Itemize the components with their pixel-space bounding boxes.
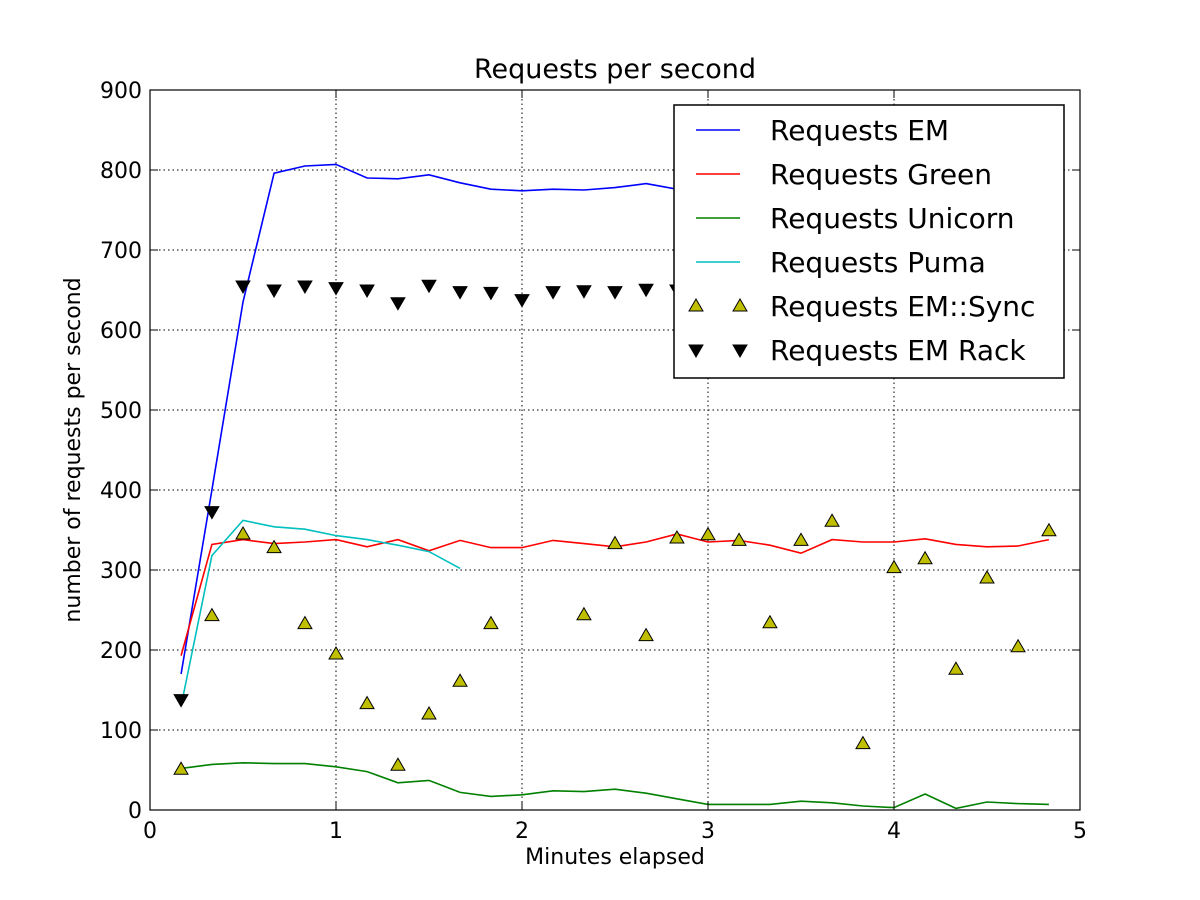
data-point-requests-em-rack	[483, 286, 499, 301]
y-tick-label: 400	[100, 479, 142, 504]
legend-label: Requests EM Rack	[770, 334, 1026, 367]
legend-label: Requests EM::Sync	[770, 290, 1035, 323]
data-point-requests-em-rack	[359, 284, 375, 298]
y-tick-label: 900	[100, 79, 142, 104]
series-layer	[173, 163, 1057, 810]
data-point-requests-em-sync	[762, 614, 778, 629]
data-point-requests-em-sync	[421, 706, 437, 720]
data-point-requests-em-sync	[669, 530, 685, 544]
data-point-requests-em-sync	[1010, 638, 1026, 653]
data-point-requests-em-rack	[235, 280, 251, 294]
data-point-requests-em-sync	[204, 607, 220, 622]
series-requests-unicorn	[180, 761, 1049, 810]
y-tick-label: 300	[100, 559, 142, 584]
legend-item-requests-green: Requests Green	[696, 158, 992, 191]
data-point-requests-em-sync	[607, 535, 623, 550]
x-tick-label: 3	[701, 819, 715, 844]
data-point-requests-em-sync	[452, 673, 468, 687]
data-point-requests-em-sync	[793, 532, 809, 546]
data-point-requests-em-rack	[173, 694, 189, 708]
legend-item-requests-puma: Requests Puma	[696, 246, 986, 279]
y-tick-label: 0	[128, 799, 142, 824]
data-point-requests-em-rack	[328, 282, 344, 296]
data-point-requests-em-sync	[979, 570, 995, 584]
legend-item-requests-em: Requests EM	[696, 114, 949, 147]
chart-title: Requests per second	[474, 54, 756, 85]
series-requests-puma	[180, 519, 461, 707]
data-point-requests-em-sync	[328, 646, 344, 660]
data-point-requests-em-sync	[638, 627, 654, 642]
data-point-requests-em-sync	[235, 526, 251, 540]
data-point-requests-em-rack	[266, 284, 282, 298]
legend-marker-swatch	[732, 344, 748, 358]
x-tick-label: 2	[515, 819, 529, 844]
data-point-requests-em-sync	[173, 761, 189, 775]
x-tick-label: 5	[1073, 819, 1087, 844]
legend-label: Requests EM	[770, 114, 949, 147]
data-point-requests-em-sync	[886, 559, 902, 574]
data-point-requests-em-rack	[514, 294, 530, 308]
y-tick-label: 700	[100, 239, 142, 264]
data-point-requests-em-sync	[359, 695, 375, 710]
data-point-requests-em-sync	[297, 615, 313, 630]
series-line-requests-unicorn	[180, 761, 1049, 810]
data-point-requests-em-rack	[576, 285, 592, 299]
legend: Requests EM Requests Green Requests Unicor…	[673, 104, 1065, 379]
axis-ticks: 0 1 2 3 4 5 0 100 200 300 400 500 600 700 800 900	[100, 79, 1087, 844]
y-tick-label: 600	[100, 319, 142, 344]
data-point-requests-em-rack	[421, 279, 437, 294]
data-point-requests-em-sync	[917, 550, 933, 565]
legend-marker-swatch	[688, 344, 704, 358]
data-point-requests-em-rack	[390, 297, 406, 311]
y-tick-label: 200	[100, 639, 142, 664]
data-point-requests-em-sync	[824, 513, 840, 527]
data-point-requests-em-sync	[855, 735, 871, 750]
data-point-requests-em-sync	[700, 526, 716, 541]
legend-label: Requests Green	[770, 158, 992, 191]
x-tick-label: 4	[887, 819, 901, 844]
x-axis-title: Minutes elapsed	[525, 845, 705, 870]
y-tick-label: 100	[100, 719, 142, 744]
plot-frame	[149, 89, 1081, 811]
data-point-requests-em-sync	[390, 757, 406, 771]
legend-marker-swatch	[732, 298, 748, 312]
legend-item-requests-em-rack: Requests EM Rack	[688, 334, 1026, 367]
data-point-requests-em-rack	[545, 286, 561, 300]
x-tick-label: 0	[143, 819, 157, 844]
series-line-requests-em	[180, 163, 678, 675]
y-axis-title: number of requests per second	[61, 277, 86, 622]
y-tick-label: 800	[100, 159, 142, 184]
data-point-requests-em-rack	[607, 286, 623, 300]
series-requests-em-sync	[173, 513, 1057, 775]
data-point-requests-em-sync	[266, 539, 282, 554]
data-point-requests-em-sync	[483, 615, 499, 630]
y-tick-label: 500	[100, 399, 142, 424]
data-point-requests-em-rack	[204, 506, 220, 520]
legend-box	[673, 104, 1065, 379]
data-point-requests-em-sync	[948, 661, 964, 675]
legend-item-requests-em-sync: Requests EM::Sync	[688, 290, 1035, 323]
data-point-requests-em-rack	[452, 286, 468, 300]
legend-marker-swatch	[688, 298, 704, 312]
x-tick-label: 1	[329, 819, 343, 844]
legend-label: Requests Unicorn	[770, 202, 1015, 235]
data-point-requests-em-rack	[297, 280, 313, 294]
data-point-requests-em-sync	[731, 532, 747, 546]
legend-label: Requests Puma	[770, 246, 986, 279]
legend-item-requests-unicorn: Requests Unicorn	[696, 202, 1015, 235]
data-point-requests-em-rack	[638, 283, 654, 298]
data-point-requests-em-sync	[1041, 522, 1057, 537]
series-line-requests-puma	[180, 519, 461, 707]
data-point-requests-em-sync	[576, 606, 592, 621]
series-requests-em	[180, 163, 678, 675]
